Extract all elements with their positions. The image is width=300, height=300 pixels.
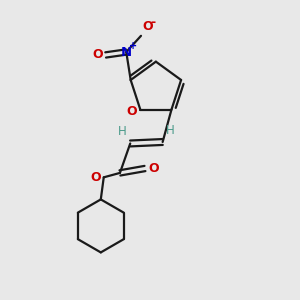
Text: O: O — [93, 48, 103, 62]
Text: O: O — [148, 162, 158, 175]
Text: O: O — [90, 171, 101, 184]
Text: O: O — [127, 105, 137, 118]
Text: N: N — [121, 46, 132, 59]
Text: O: O — [142, 20, 153, 34]
Text: H: H — [166, 124, 175, 137]
Text: H: H — [118, 125, 127, 138]
Text: -: - — [150, 16, 155, 29]
Text: +: + — [129, 40, 137, 50]
